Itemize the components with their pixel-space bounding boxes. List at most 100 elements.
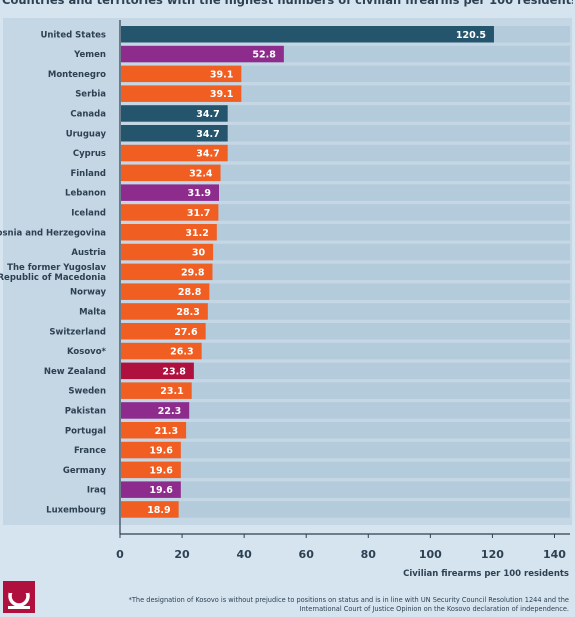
data-label: 34.7 — [196, 109, 219, 120]
bar — [121, 501, 179, 518]
category-label: Republic of Macedonia — [0, 273, 106, 283]
bar — [121, 263, 213, 281]
category-label: Lebanon — [65, 189, 106, 199]
category-label: Switzerland — [49, 327, 106, 337]
data-label: 27.6 — [174, 327, 198, 338]
bar — [121, 461, 181, 479]
bar-track — [121, 422, 570, 439]
x-tick-label: 140 — [543, 548, 566, 561]
category-label: Norway — [70, 288, 106, 298]
data-label: 31.7 — [187, 208, 210, 219]
category-label: United States — [40, 30, 106, 40]
bar — [121, 382, 192, 399]
data-label: 28.3 — [176, 307, 199, 318]
data-label: 22.3 — [158, 406, 181, 417]
bar-track — [121, 342, 570, 360]
bar — [121, 224, 217, 241]
bar — [121, 184, 219, 201]
bar — [121, 105, 228, 122]
bar-track — [121, 461, 570, 479]
category-label: Cyprus — [73, 149, 106, 159]
data-label: 28.8 — [178, 287, 202, 298]
data-label: 120.5 — [456, 30, 486, 41]
x-tick-label: 40 — [236, 548, 252, 561]
bar-track — [121, 263, 570, 281]
x-tick-label: 60 — [299, 548, 315, 561]
category-label: Sweden — [68, 387, 106, 397]
category-label: Canada — [70, 109, 106, 119]
category-label: Kosovo* — [67, 347, 107, 357]
category-label: Pakistan — [65, 406, 106, 416]
x-axis-label: Civilian firearms per 100 residents — [403, 569, 569, 579]
data-label: 18.9 — [147, 505, 170, 516]
data-label: 29.8 — [181, 267, 205, 278]
bar — [121, 243, 214, 261]
data-label: 23.8 — [162, 366, 186, 377]
bar — [121, 422, 187, 439]
bar — [121, 26, 494, 43]
category-label: Iceland — [71, 208, 106, 218]
bar-track — [121, 243, 570, 261]
category-label: Finland — [70, 169, 106, 179]
category-label: Germany — [63, 466, 107, 476]
bar — [121, 441, 181, 459]
bar — [121, 323, 206, 340]
bar — [121, 204, 219, 221]
bar — [121, 164, 221, 182]
bar-track — [121, 224, 570, 241]
x-tick-label: 120 — [481, 548, 504, 561]
data-label: 34.7 — [196, 129, 219, 140]
bar-track — [121, 184, 570, 201]
bar — [121, 481, 181, 498]
bar — [121, 65, 242, 83]
bar-track — [121, 481, 570, 498]
data-label: 26.3 — [170, 347, 193, 358]
category-label: Malta — [79, 307, 106, 317]
bar-track — [121, 204, 570, 221]
bar-track — [121, 303, 570, 320]
x-tick-label: 100 — [419, 548, 442, 561]
data-label: 21.3 — [155, 426, 178, 437]
bar — [121, 125, 228, 142]
category-label: Iraq — [87, 486, 106, 496]
x-tick-label: 0 — [116, 548, 124, 561]
bar — [121, 283, 210, 300]
bar-track — [121, 105, 570, 122]
bar-track — [121, 283, 570, 300]
bar-chart: 120.5 United States 52.8 Yemen 39.1 Montenegr… — [0, 18, 572, 579]
category-label: Montenegro — [48, 70, 106, 80]
bar — [121, 303, 208, 320]
category-label: France — [74, 446, 106, 456]
bar-track — [121, 362, 570, 380]
data-label: 32.4 — [189, 168, 213, 179]
category-label: Serbia — [75, 90, 106, 100]
category-label: The former Yugoslav — [7, 263, 106, 273]
category-label: Uruguay — [66, 129, 107, 139]
category-label: Luxembourg — [46, 505, 106, 515]
bar — [121, 362, 194, 380]
data-label: 34.7 — [196, 149, 219, 160]
bar — [121, 402, 190, 419]
bar — [121, 85, 242, 102]
bar — [121, 144, 228, 162]
x-tick-label: 20 — [174, 548, 190, 561]
bar — [121, 45, 284, 63]
bar — [121, 342, 202, 360]
data-label: 23.1 — [160, 386, 183, 397]
category-label: Austria — [71, 248, 106, 258]
data-label: 19.6 — [149, 465, 173, 476]
bar-track — [121, 402, 570, 419]
data-label: 31.2 — [185, 228, 208, 239]
data-label: 52.8 — [252, 50, 276, 61]
bar-track — [121, 501, 570, 518]
bar-track — [121, 441, 570, 459]
category-label: Bosnia and Herzegovina — [0, 228, 106, 238]
organization-logo-icon — [3, 581, 35, 613]
bar-track — [121, 323, 570, 340]
bar-track — [121, 382, 570, 399]
footnote: *The designation of Kosovo is without pr… — [128, 596, 569, 613]
data-label: 39.1 — [210, 89, 233, 100]
bar-track — [121, 144, 570, 162]
data-label: 39.1 — [210, 69, 233, 80]
chart-title: Countries and territories with the highe… — [2, 0, 573, 7]
